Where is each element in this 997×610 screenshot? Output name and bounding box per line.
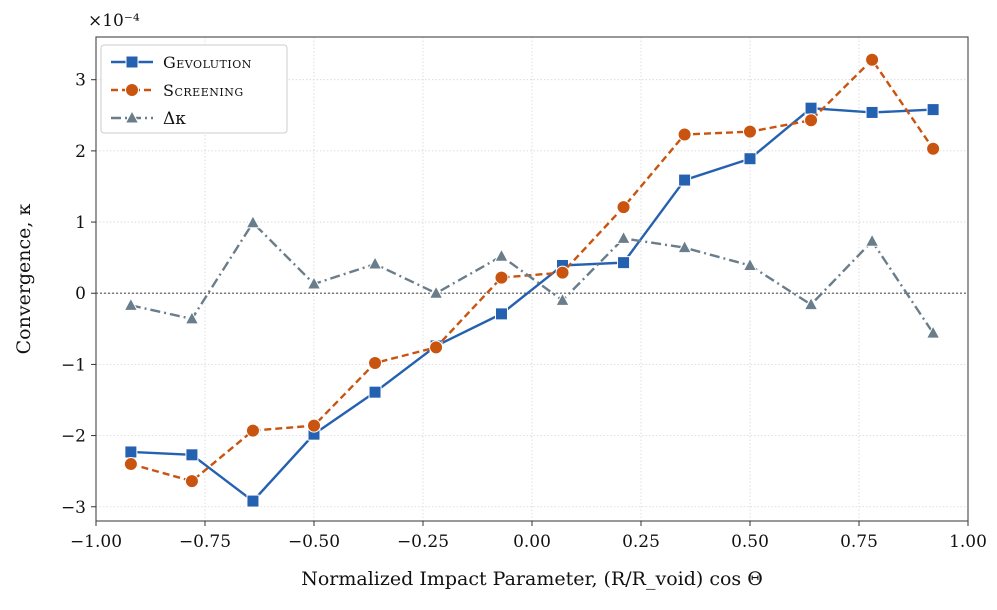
data-point	[306, 275, 322, 290]
legend-entry[interactable]: Screening	[111, 81, 244, 100]
data-point	[429, 340, 444, 355]
data-point	[925, 325, 941, 339]
data-point	[246, 494, 260, 508]
series-triangle	[123, 214, 941, 339]
x-tick-label: 0.50	[731, 532, 769, 552]
data-point	[368, 385, 382, 399]
data-point	[926, 141, 941, 156]
y-tick-label: −1	[61, 355, 86, 375]
series-line	[130, 221, 935, 334]
data-point	[494, 307, 508, 321]
data-point	[677, 239, 692, 254]
data-point	[743, 124, 757, 139]
data-point	[428, 285, 444, 299]
legend-entry[interactable]: Gevolution	[111, 53, 252, 72]
data-point	[494, 248, 509, 262]
series-line	[130, 106, 934, 503]
legend-marker	[125, 55, 139, 69]
data-point	[307, 418, 321, 433]
legend[interactable]: Gevolution Screening Δκ	[100, 44, 288, 134]
series-circle	[123, 52, 941, 489]
data-point	[123, 297, 139, 311]
data-point	[494, 270, 509, 285]
x-tick-label: 1.00	[949, 532, 987, 552]
y-tick-label: 2	[75, 142, 86, 162]
x-tick-label: −0.25	[397, 532, 449, 552]
data-point	[124, 445, 138, 459]
series-square	[124, 101, 940, 508]
legend-label: Δκ	[163, 109, 186, 129]
data-point	[184, 310, 200, 325]
y-axis-label: Convergence, κ	[13, 204, 35, 355]
data-point	[678, 173, 692, 187]
y-tick-label: 1	[75, 213, 86, 233]
series-layer	[123, 52, 941, 508]
legend-label: Gevolution	[163, 53, 252, 72]
data-point	[123, 457, 138, 472]
data-point	[865, 52, 880, 67]
data-point	[743, 152, 757, 166]
x-tick-label: 0.25	[622, 532, 660, 552]
legend-marker	[125, 83, 139, 97]
data-point	[864, 233, 880, 247]
data-point	[616, 200, 631, 215]
data-point	[367, 256, 383, 270]
data-point	[555, 265, 570, 280]
data-point	[616, 230, 631, 244]
data-point	[804, 101, 818, 115]
legend-label: Screening	[163, 81, 244, 100]
data-point	[803, 296, 819, 311]
data-point	[617, 256, 631, 270]
y-tick-label: 0	[75, 284, 86, 304]
data-point	[677, 127, 692, 142]
x-tick-label: 0.00	[513, 532, 551, 552]
legend-entry[interactable]: Δκ	[111, 109, 186, 129]
x-tick-label: −0.50	[288, 532, 340, 552]
legend-box	[100, 44, 288, 134]
y-axis-multiplier: ×10⁻⁴	[88, 11, 140, 31]
data-point	[742, 257, 758, 271]
legend-marker	[124, 109, 140, 124]
data-point	[368, 355, 383, 370]
y-tick-label: −2	[61, 427, 86, 447]
data-point	[185, 448, 199, 462]
data-point	[245, 214, 261, 229]
y-tick-label: −3	[61, 498, 86, 518]
x-tick-label: −0.75	[179, 532, 231, 552]
data-point	[804, 113, 819, 128]
data-point	[555, 292, 570, 306]
x-axis-label: Normalized Impact Parameter, (R/R_void) …	[301, 568, 763, 590]
y-tick-label: 3	[75, 71, 86, 91]
x-tick-label: −1.00	[70, 532, 122, 552]
data-point	[865, 105, 879, 119]
data-point	[184, 474, 199, 489]
data-point	[245, 423, 260, 438]
x-tick-label: 0.75	[840, 532, 878, 552]
data-point	[926, 103, 940, 117]
axes-layer: −1.00 −0.75 −0.50 −0.25 0.00 0.25 0.50 0.75 1.00…	[13, 11, 987, 590]
